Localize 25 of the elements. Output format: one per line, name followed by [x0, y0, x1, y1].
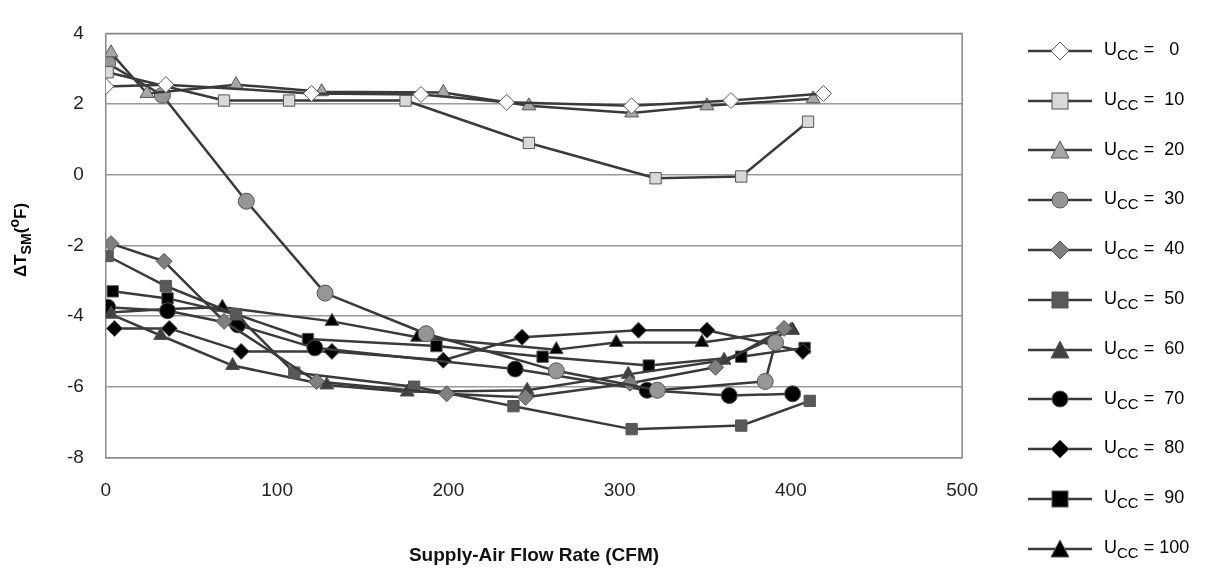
- legend-label: U$_{CC}$ = 10: [1104, 88, 1185, 113]
- legend-label: U$_{CC}$ = 40: [1104, 238, 1185, 262]
- legend-label: U$_{CC}$ = 30: [1104, 188, 1185, 213]
- x-tick-label: 300: [603, 479, 636, 501]
- x-tick-label: 500: [946, 479, 978, 501]
- y-tick-label: 4: [73, 21, 85, 43]
- legend-label: U$_{CC}$ = 70: [1104, 387, 1185, 412]
- y-tick-label: -2: [66, 233, 84, 255]
- x-tick-label: 100: [261, 479, 293, 501]
- legend-label: U$_{CC}$ = 20: [1104, 138, 1185, 163]
- y-tick-label: -8: [66, 445, 84, 467]
- y-tick-label: 2: [73, 92, 84, 114]
- legend-label: U$_{CC}$ = 60: [1104, 337, 1185, 362]
- legend-label: U$_{CC}$ = 0: [1104, 39, 1180, 63]
- legend-label: U$_{CC}$ = 100: [1104, 537, 1190, 561]
- x-tick-label: 400: [775, 479, 807, 501]
- x-tick-label: 200: [432, 479, 465, 501]
- legend-label: U$_{CC}$ = 50: [1104, 288, 1185, 312]
- y-tick-label: -6: [66, 374, 84, 396]
- legend-label: U$_{CC}$ = 90: [1104, 487, 1185, 511]
- y-tick-label: -4: [66, 304, 85, 326]
- x-tick-label: 0: [100, 479, 112, 501]
- y-tick-label: 0: [73, 162, 84, 184]
- x-axis-title: Supply-Air Flow Rate (CFM): [408, 543, 660, 565]
- legend-label: U$_{CC}$ = 80: [1104, 437, 1185, 462]
